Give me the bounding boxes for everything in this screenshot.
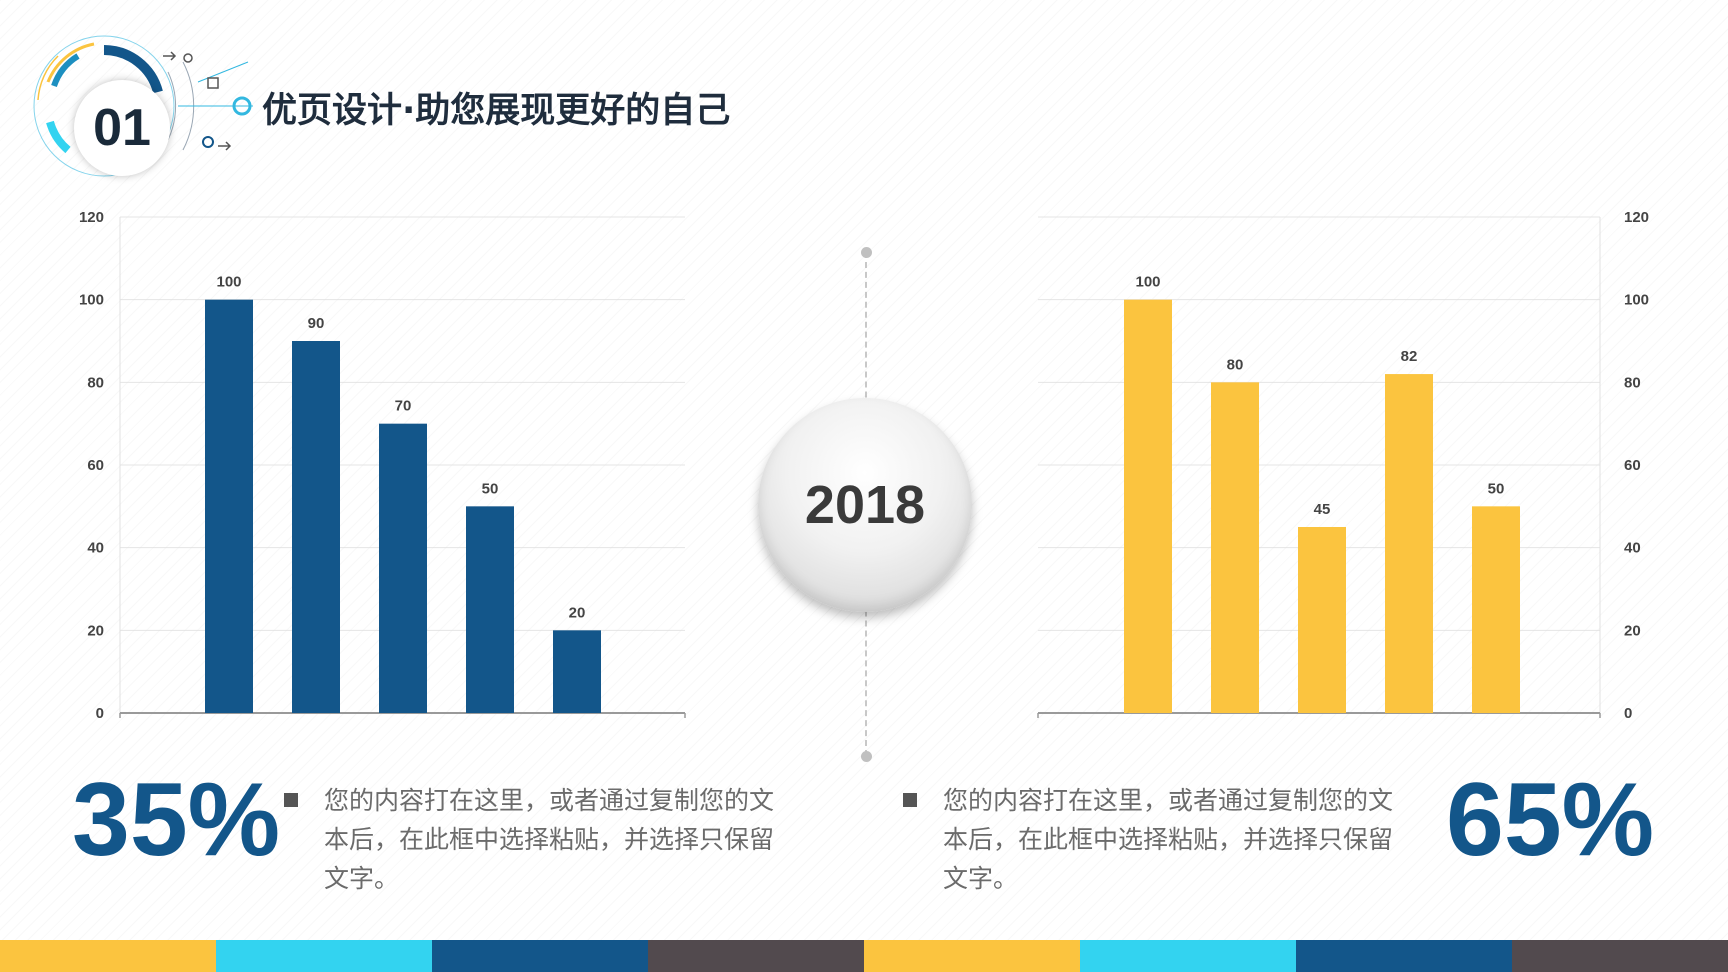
chart1-data-label: 80 [1227,356,1244,373]
chart1-bar [1211,382,1259,713]
footer-color-segment [1512,940,1728,972]
chart0-data-label: 50 [482,480,499,497]
bullet-square-icon [284,793,298,807]
divider-dot-bottom [861,751,872,762]
footer-color-segment [216,940,432,972]
footer-color-segment [864,940,1080,972]
chart1-data-label: 100 [1135,274,1160,291]
section-number: 01 [74,80,170,176]
right-bar-chart: 0 20 40 60 80 100 120 100 80 45 82 50 [1037,209,1649,722]
footer-color-segment [1080,940,1296,972]
left-percentage: 35% [72,762,281,878]
left-description-text: 您的内容打在这里，或者通过复制您的文本后，在此框中选择粘贴，并选择只保留文字。 [324,786,775,893]
chart0-data-label: 100 [216,274,241,291]
chart1-y-tick-label: 20 [1624,622,1641,639]
chart0-bar [205,299,253,713]
chart1-data-label: 45 [1314,501,1331,518]
footer-color-segment [432,940,648,972]
chart0-bar [466,506,514,713]
chart1-y-tick-label: 60 [1624,457,1641,474]
chart0-data-label: 20 [569,604,586,621]
year-circle: 2018 [758,398,972,612]
footer-color-segment [1296,940,1512,972]
chart1-y-tick-label: 40 [1624,540,1641,557]
chart0-y-tick-label: 120 [79,209,104,226]
chart1-y-tick-label: 120 [1624,209,1649,226]
chart0-data-label: 90 [308,315,325,332]
chart1-y-tick-label: 100 [1624,292,1649,309]
footer-color-bar [0,940,1728,972]
chart1-bar [1385,374,1433,713]
chart1-bar [1124,299,1172,713]
right-description-text: 您的内容打在这里，或者通过复制您的文本后，在此框中选择粘贴，并选择只保留文字。 [943,786,1394,893]
footer-color-segment [648,940,864,972]
right-percentage: 65% [1446,762,1655,878]
chart0-y-tick-label: 40 [87,540,104,557]
chart0-data-label: 70 [395,398,412,415]
left-bar-chart: 0 20 40 60 80 100 120 100 90 70 50 20 [79,209,686,722]
footer-color-segment [0,940,216,972]
right-description: 您的内容打在这里，或者通过复制您的文本后，在此框中选择粘贴，并选择只保留文字。 [903,781,1403,898]
chart1-bar [1472,506,1520,713]
chart1-data-label: 50 [1488,480,1505,497]
chart0-y-tick-label: 0 [96,705,104,722]
left-description: 您的内容打在这里，或者通过复制您的文本后，在此框中选择粘贴，并选择只保留文字。 [284,781,784,898]
chart0-bar [379,423,427,713]
chart0-bar [292,341,340,713]
section-header: 01 [18,22,278,182]
page-title: 优页设计·助您展现更好的自己 [262,91,731,131]
chart1-y-tick-label: 0 [1624,705,1632,722]
chart0-y-tick-label: 20 [87,622,104,639]
chart0-bar [553,630,601,713]
chart1-y-tick-label: 80 [1624,374,1641,391]
divider-dot-top [861,247,872,258]
chart0-y-tick-label: 80 [87,374,104,391]
chart1-bar [1298,527,1346,713]
chart1-data-label: 82 [1401,348,1418,365]
bullet-square-icon [903,793,917,807]
chart0-y-tick-label: 100 [79,292,104,309]
chart0-y-tick-label: 60 [87,457,104,474]
